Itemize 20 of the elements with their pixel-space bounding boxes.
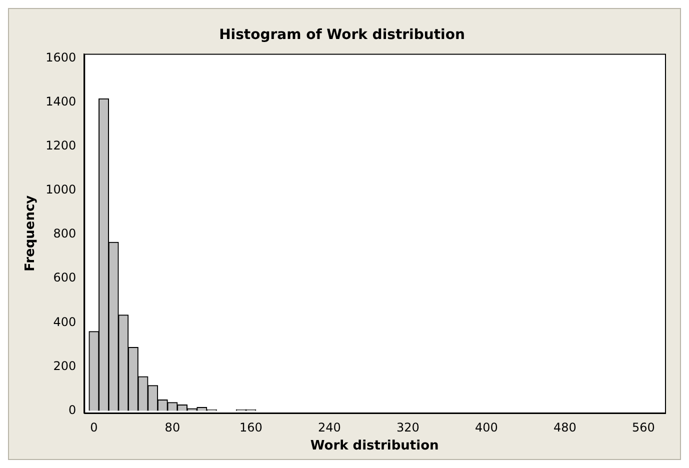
chart-title: Histogram of Work distribution [219, 27, 465, 44]
x-tick-label: 400 [474, 420, 498, 434]
y-tick-label: 400 [53, 314, 76, 329]
x-tick-label: 480 [553, 420, 576, 434]
y-axis-title: Frequency [23, 194, 38, 272]
y-tick-label: 1200 [46, 138, 76, 152]
y-tick-label: 1600 [46, 50, 76, 64]
x-tick-label: 0 [90, 420, 98, 434]
x-axis-title: Work distribution [310, 438, 439, 454]
x-tick-label: 320 [396, 420, 420, 434]
x-tick-label: 80 [164, 420, 180, 434]
y-tick-label: 600 [53, 270, 76, 285]
x-tick-label: 160 [239, 420, 262, 434]
x-tick-label: 560 [632, 420, 655, 434]
y-tick-label: 0 [68, 402, 76, 417]
y-tick-label: 1400 [46, 94, 76, 108]
y-tick-label: 200 [53, 358, 76, 373]
y-tick-label: 1000 [46, 182, 76, 197]
y-tick-label: 800 [53, 226, 76, 241]
x-tick-label: 240 [318, 420, 341, 434]
